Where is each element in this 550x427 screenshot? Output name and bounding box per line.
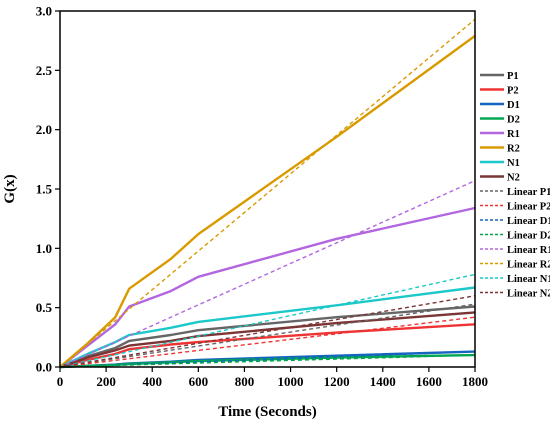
legend-item: Linear N1 [480, 274, 550, 285]
legend-label: R2 [507, 143, 520, 154]
legend-item: D2 [480, 114, 520, 125]
legend-label: Linear D1 [507, 216, 550, 227]
legend-label: N2 [507, 172, 520, 183]
x-tick-label: 600 [189, 374, 209, 389]
series-line-n2 [59, 311, 476, 369]
series-line-r1 [59, 206, 476, 368]
legend-item: P1 [480, 71, 519, 82]
series-line-linear-d1 [59, 350, 476, 368]
legend-item: Linear D1 [480, 216, 550, 227]
series-lines [59, 18, 476, 369]
y-tick-label: 1.5 [36, 182, 53, 197]
legend-label: Linear P2 [507, 201, 550, 212]
series-line-linear-d2 [59, 354, 476, 368]
legend-item: N2 [480, 172, 520, 183]
y-tick-label: 0.0 [36, 360, 52, 375]
legend-item: Linear N2 [480, 288, 550, 299]
legend-label: D2 [507, 114, 520, 125]
series-line-p1 [59, 305, 476, 369]
legend-label: R1 [507, 129, 520, 140]
y-tick-label: 0.5 [36, 300, 53, 315]
y-tick-label: 3.0 [36, 4, 52, 19]
x-axis-title: Time (Seconds) [218, 404, 316, 420]
legend-item: Linear R2 [480, 259, 550, 270]
legend-label: Linear R2 [507, 259, 550, 270]
legend-item: P2 [480, 85, 519, 96]
x-tick-label: 400 [142, 374, 162, 389]
legend-label: Linear R1 [507, 245, 550, 256]
x-tick-label: 1600 [416, 374, 442, 389]
legend-label: D1 [507, 100, 520, 111]
legend-label: Linear D2 [507, 230, 550, 241]
y-tick-label: 2.0 [36, 122, 52, 137]
x-tick-label: 1800 [462, 374, 488, 389]
legend-item: R1 [480, 129, 520, 140]
legend-item: Linear P1 [480, 187, 550, 198]
x-tick-label: 1000 [278, 374, 304, 389]
x-tick-label: 800 [235, 374, 255, 389]
legend-item: Linear R1 [480, 245, 550, 256]
x-tick-label: 0 [57, 374, 64, 389]
legend-label: P1 [507, 71, 519, 82]
legend-item: Linear P2 [480, 201, 550, 212]
y-tick-label: 1.0 [36, 241, 52, 256]
series-line-r2 [59, 34, 476, 368]
legend: P1 P2 D1 D2 R1 R2 N1 N2 Linear P1 Linear P2 Linear… [480, 71, 550, 299]
y-tick-label: 2.5 [36, 63, 53, 78]
axis-ticks: 0 200 400 600 800 1000 1200 1400 1600 1800 0.0 0.5 1… [36, 4, 488, 390]
legend-item: Linear D2 [480, 230, 550, 241]
series-line-linear-r2 [59, 18, 476, 368]
legend-label: Linear P1 [507, 187, 550, 198]
legend-item: R2 [480, 143, 520, 154]
series-line-linear-r1 [59, 180, 476, 368]
legend-item: N1 [480, 158, 520, 169]
x-tick-label: 200 [96, 374, 116, 389]
series-line-linear-n1 [59, 273, 476, 368]
series-line-linear-n2 [59, 295, 476, 368]
legend-label: Linear N2 [507, 288, 550, 299]
legend-label: P2 [507, 85, 519, 96]
legend-item: D1 [480, 100, 520, 111]
x-tick-label: 1400 [370, 374, 396, 389]
legend-label: N1 [507, 158, 520, 169]
x-tick-label: 1200 [324, 374, 350, 389]
legend-label: Linear N1 [507, 274, 550, 285]
y-axis-title: G(x) [2, 174, 18, 203]
